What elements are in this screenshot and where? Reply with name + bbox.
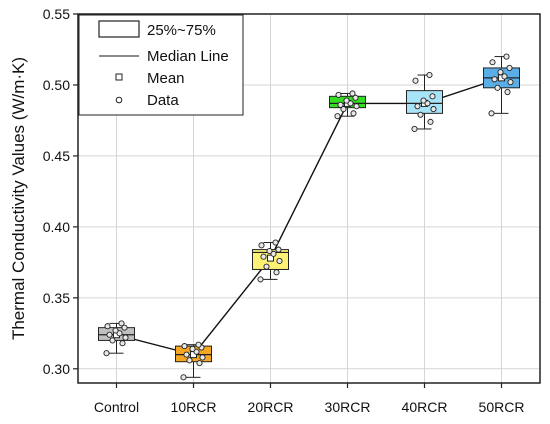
data-point xyxy=(183,351,190,358)
data-point xyxy=(507,79,514,86)
data-point xyxy=(119,340,126,347)
data-point xyxy=(424,100,431,107)
data-point xyxy=(504,89,511,96)
data-point xyxy=(501,73,508,80)
data-point xyxy=(275,246,282,253)
data-point xyxy=(186,357,193,364)
data-point xyxy=(272,239,279,246)
y-tick-label: 0.45 xyxy=(43,148,70,164)
legend-data-label: Data xyxy=(147,92,179,109)
data-point xyxy=(340,106,347,113)
data-point xyxy=(489,59,496,66)
data-point xyxy=(506,64,513,71)
legend-box-swatch xyxy=(98,20,140,38)
data-point xyxy=(411,125,418,133)
data-point xyxy=(258,242,265,249)
data-point xyxy=(196,360,203,367)
data-point xyxy=(417,111,424,118)
x-tick-label: 40RCR xyxy=(402,399,448,415)
data-point xyxy=(497,69,504,76)
y-tick-label: 0.50 xyxy=(43,77,70,93)
data-point xyxy=(106,331,113,338)
data-point xyxy=(347,100,354,107)
legend-mean-label: Mean xyxy=(147,70,185,87)
data-point xyxy=(112,327,119,334)
data-point xyxy=(103,350,110,357)
data-point xyxy=(503,53,510,60)
data-point xyxy=(414,103,421,110)
data-point xyxy=(352,94,359,101)
box-50rcr xyxy=(483,56,520,114)
data-point xyxy=(104,323,111,330)
data-point xyxy=(353,103,360,110)
data-point xyxy=(122,334,129,341)
legend-data-swatch xyxy=(115,96,123,104)
data-point xyxy=(430,106,437,113)
data-point xyxy=(335,91,342,98)
data-point xyxy=(427,118,434,125)
data-point xyxy=(350,110,357,117)
data-point xyxy=(199,354,206,361)
x-tick-label: Control xyxy=(94,399,139,415)
plot-frame xyxy=(77,13,541,384)
data-point xyxy=(276,257,283,264)
data-point xyxy=(116,330,123,337)
data-point xyxy=(118,320,125,327)
y-tick-label: 0.30 xyxy=(43,361,70,377)
x-tick-label: 10RCR xyxy=(171,399,217,415)
data-point xyxy=(266,247,273,255)
data-point xyxy=(181,343,188,350)
data-point xyxy=(420,97,427,104)
mean-marker xyxy=(267,254,274,262)
mean-connecting-line xyxy=(116,77,502,356)
data-point xyxy=(263,263,270,270)
legend-median-label: Median Line xyxy=(147,48,229,65)
data-point xyxy=(193,348,200,355)
legend-box-label: 25%~75% xyxy=(147,22,216,39)
data-point xyxy=(273,269,280,276)
data-point xyxy=(343,97,350,104)
box-30rcr xyxy=(329,92,366,117)
y-tick-label: 0.35 xyxy=(43,290,70,306)
data-point xyxy=(260,253,267,260)
y-tick-label: 0.55 xyxy=(43,6,70,22)
data-point xyxy=(429,93,436,100)
data-point xyxy=(334,113,341,120)
legend-mean-swatch xyxy=(115,73,123,81)
data-point xyxy=(109,337,116,344)
data-point xyxy=(491,76,498,83)
data-point xyxy=(257,276,264,283)
data-point xyxy=(195,341,202,348)
data-points-layer xyxy=(103,53,514,381)
data-point xyxy=(426,71,433,79)
data-point xyxy=(180,374,187,381)
y-axis-title: Thermal Conductivity Values (W/m·K) xyxy=(9,57,28,340)
data-point xyxy=(270,250,277,257)
data-point xyxy=(189,345,196,352)
data-point xyxy=(494,84,501,91)
mean-trend-line xyxy=(116,77,502,356)
x-axis-ticks: Control 10RCR 20RCR 30RCR 40RCR 50RCR xyxy=(94,383,525,415)
x-tick-label: 20RCR xyxy=(248,399,294,415)
x-tick-label: 50RCR xyxy=(479,399,525,415)
legend: 25%~75% Median Line Mean Data xyxy=(78,14,244,116)
data-point xyxy=(412,77,419,84)
data-point xyxy=(121,324,128,331)
x-tick-label: 30RCR xyxy=(325,399,371,415)
y-axis-ticks: 0.30 0.35 0.40 0.45 0.50 0.55 xyxy=(43,6,78,377)
data-point xyxy=(349,90,356,97)
y-tick-label: 0.40 xyxy=(43,219,70,235)
data-point xyxy=(488,110,495,117)
data-point xyxy=(337,101,344,108)
